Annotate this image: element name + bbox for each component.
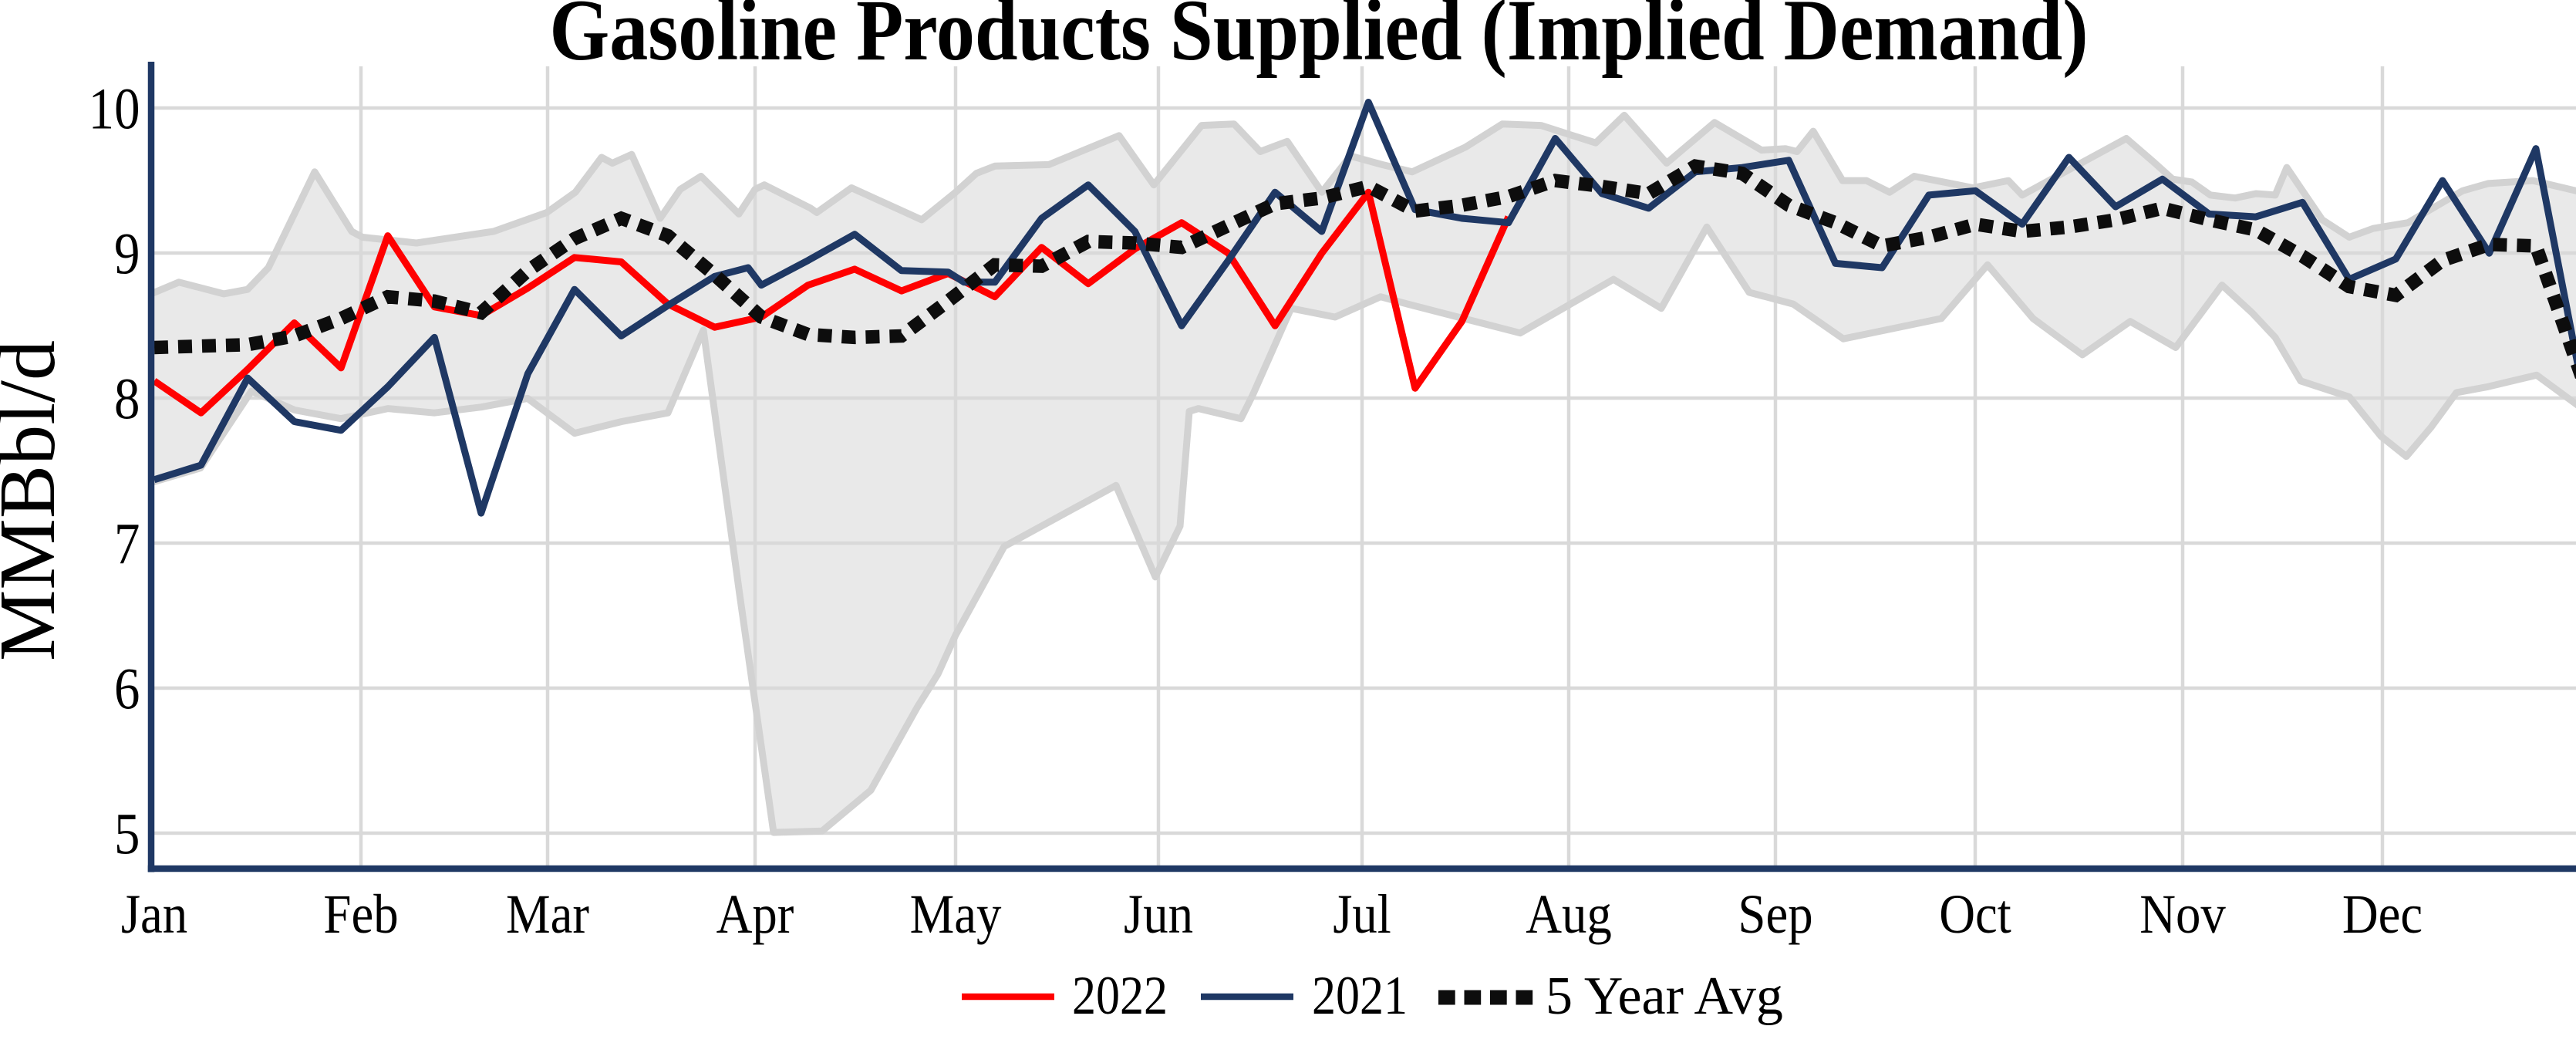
svg-text:MMBbl/d: MMBbl/d — [0, 340, 72, 661]
svg-text:9: 9 — [114, 222, 140, 287]
svg-text:2021: 2021 — [1312, 966, 1408, 1026]
svg-text:10: 10 — [89, 77, 140, 142]
svg-text:5 Year Avg: 5 Year Avg — [1546, 967, 1783, 1026]
svg-text:Feb: Feb — [323, 883, 398, 945]
svg-text:Nov: Nov — [2139, 883, 2226, 945]
svg-text:Oct: Oct — [1939, 883, 2011, 945]
svg-text:Aug: Aug — [1526, 883, 1612, 945]
svg-text:Sep: Sep — [1738, 883, 1812, 945]
svg-text:Apr: Apr — [716, 883, 794, 945]
svg-text:May: May — [910, 883, 1002, 945]
svg-text:Jul: Jul — [1333, 883, 1391, 945]
svg-text:Jan: Jan — [121, 883, 187, 945]
svg-text:8: 8 — [114, 367, 140, 432]
svg-text:7: 7 — [114, 512, 140, 577]
svg-text:6: 6 — [114, 657, 140, 722]
svg-text:5: 5 — [114, 802, 140, 867]
svg-text:2022: 2022 — [1072, 966, 1168, 1026]
svg-text:Mar: Mar — [506, 883, 589, 945]
svg-text:Dec: Dec — [2342, 883, 2423, 945]
svg-text:Jun: Jun — [1124, 883, 1193, 945]
svg-text:Gasoline Products Supplied (Im: Gasoline Products Supplied (Implied Dema… — [549, 0, 2088, 79]
